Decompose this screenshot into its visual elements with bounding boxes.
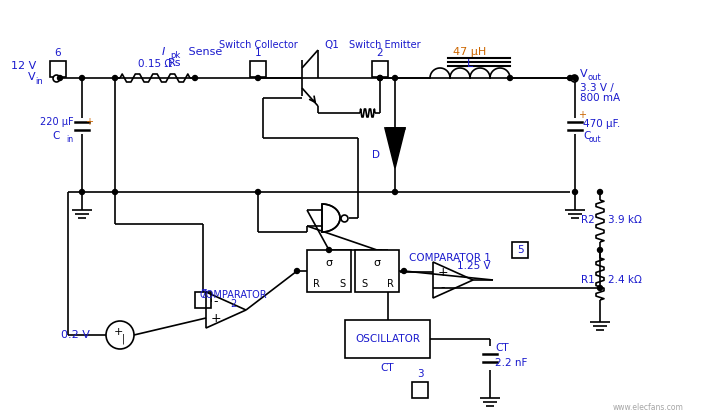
Text: 12 V: 12 V (11, 61, 36, 71)
Text: R1: R1 (582, 275, 595, 285)
Circle shape (597, 285, 603, 290)
Text: 2.4 kΩ: 2.4 kΩ (608, 275, 642, 285)
Bar (50, 61, 66, 77)
Text: 6: 6 (54, 48, 61, 58)
Text: 2: 2 (377, 48, 383, 58)
Text: in: in (36, 77, 43, 85)
Bar (195, 292, 211, 308)
Polygon shape (385, 128, 405, 168)
Circle shape (57, 75, 62, 80)
Text: Rs: Rs (168, 58, 182, 68)
Circle shape (113, 75, 118, 80)
Circle shape (256, 189, 261, 194)
Text: COMPARATOR: COMPARATOR (199, 290, 267, 300)
Circle shape (393, 189, 398, 194)
Circle shape (401, 269, 407, 274)
Text: R: R (313, 279, 319, 289)
Bar (372, 61, 388, 77)
Text: 47 μH: 47 μH (453, 47, 486, 57)
Text: 7: 7 (200, 289, 206, 299)
Text: R2: R2 (582, 215, 595, 225)
Circle shape (113, 189, 118, 194)
Text: 3.9 kΩ: 3.9 kΩ (608, 215, 642, 225)
Text: COMPARATOR 1: COMPARATOR 1 (409, 253, 491, 263)
Text: in: in (66, 134, 73, 143)
Text: 2.2 nF: 2.2 nF (495, 358, 527, 368)
Circle shape (256, 75, 261, 80)
Text: 220 μF: 220 μF (40, 117, 74, 127)
Bar (345, 320, 430, 358)
Text: Sense: Sense (185, 47, 222, 57)
Text: 1.25 V: 1.25 V (457, 261, 491, 271)
Text: +: + (578, 110, 586, 120)
Circle shape (378, 75, 383, 80)
Bar (512, 242, 528, 258)
Text: L: L (467, 59, 473, 69)
Text: 2: 2 (230, 299, 236, 309)
Text: σ: σ (373, 258, 380, 268)
Text: S: S (339, 279, 345, 289)
Polygon shape (322, 204, 340, 232)
Text: +: + (113, 327, 123, 337)
Text: 800 mA: 800 mA (580, 93, 620, 103)
Bar (307, 250, 351, 292)
Text: +: + (438, 266, 449, 279)
Circle shape (378, 75, 383, 80)
Text: Switch Collector: Switch Collector (219, 40, 298, 50)
Text: out: out (587, 72, 600, 82)
Text: I: I (162, 47, 165, 57)
Text: 3.3 V /: 3.3 V / (580, 83, 613, 93)
Text: pk: pk (170, 51, 180, 59)
Circle shape (573, 189, 577, 194)
Circle shape (597, 248, 603, 253)
Text: V: V (28, 72, 36, 82)
Text: C: C (52, 131, 60, 141)
Text: Q1: Q1 (325, 40, 340, 50)
Text: σ: σ (325, 258, 333, 268)
Circle shape (295, 269, 300, 274)
Bar (250, 61, 266, 77)
Text: 0.15 Ω: 0.15 Ω (138, 59, 172, 69)
Text: CT: CT (380, 363, 394, 373)
Text: 5: 5 (517, 245, 523, 255)
Text: out: out (589, 134, 602, 143)
Text: -: - (441, 282, 445, 295)
Text: S: S (361, 279, 367, 289)
Text: C: C (583, 131, 590, 141)
Circle shape (568, 75, 573, 80)
Text: OSCILLATOR: OSCILLATOR (355, 334, 420, 344)
Text: R: R (386, 279, 393, 289)
Text: www.elecfans.com: www.elecfans.com (613, 403, 683, 412)
Text: -: - (213, 295, 219, 308)
Text: +: + (211, 311, 221, 324)
Circle shape (192, 75, 197, 80)
Circle shape (80, 75, 84, 80)
Circle shape (393, 75, 398, 80)
Bar (412, 382, 428, 398)
Text: |: | (121, 334, 125, 344)
Circle shape (507, 75, 513, 80)
Circle shape (327, 248, 332, 253)
Text: 470 μF.: 470 μF. (583, 119, 620, 129)
Text: D: D (372, 150, 380, 160)
Text: V: V (580, 69, 587, 79)
Text: 3: 3 (417, 369, 423, 379)
Bar (355, 250, 399, 292)
Circle shape (597, 189, 603, 194)
Text: Switch Emitter: Switch Emitter (349, 40, 421, 50)
Circle shape (80, 189, 84, 194)
Text: 0.2 V: 0.2 V (61, 330, 90, 340)
Circle shape (573, 75, 577, 80)
Text: 1: 1 (255, 48, 261, 58)
Text: +: + (85, 117, 93, 127)
Text: CT: CT (495, 343, 509, 353)
